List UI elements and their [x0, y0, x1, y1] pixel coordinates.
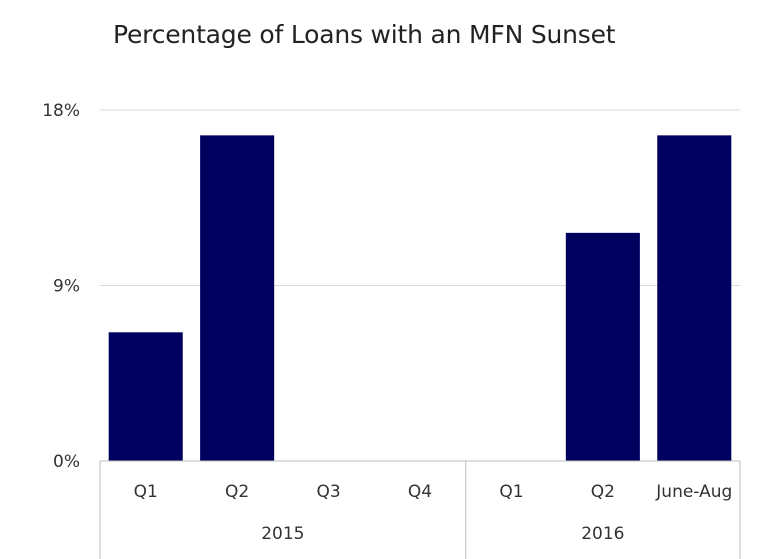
group-label: 2016: [581, 524, 624, 544]
x-tick-label: Q2: [591, 482, 615, 502]
x-tick-label: Q3: [316, 482, 340, 502]
bar: [565, 232, 640, 461]
y-tick-label: 9%: [53, 277, 80, 297]
bar: [200, 135, 275, 461]
x-tick-label: June-Aug: [655, 482, 732, 502]
bar: [108, 332, 183, 461]
y-tick-label: 18%: [42, 101, 80, 121]
x-tick-label: Q2: [225, 482, 249, 502]
group-label: 2015: [261, 524, 304, 544]
x-tick-label: Q4: [408, 482, 432, 502]
y-tick-label: 0%: [53, 452, 80, 472]
x-tick-label: Q1: [499, 482, 523, 502]
x-tick-label: Q1: [134, 482, 158, 502]
chart-title: Percentage of Loans with an MFN Sunset: [113, 20, 616, 49]
bar: [657, 135, 732, 461]
